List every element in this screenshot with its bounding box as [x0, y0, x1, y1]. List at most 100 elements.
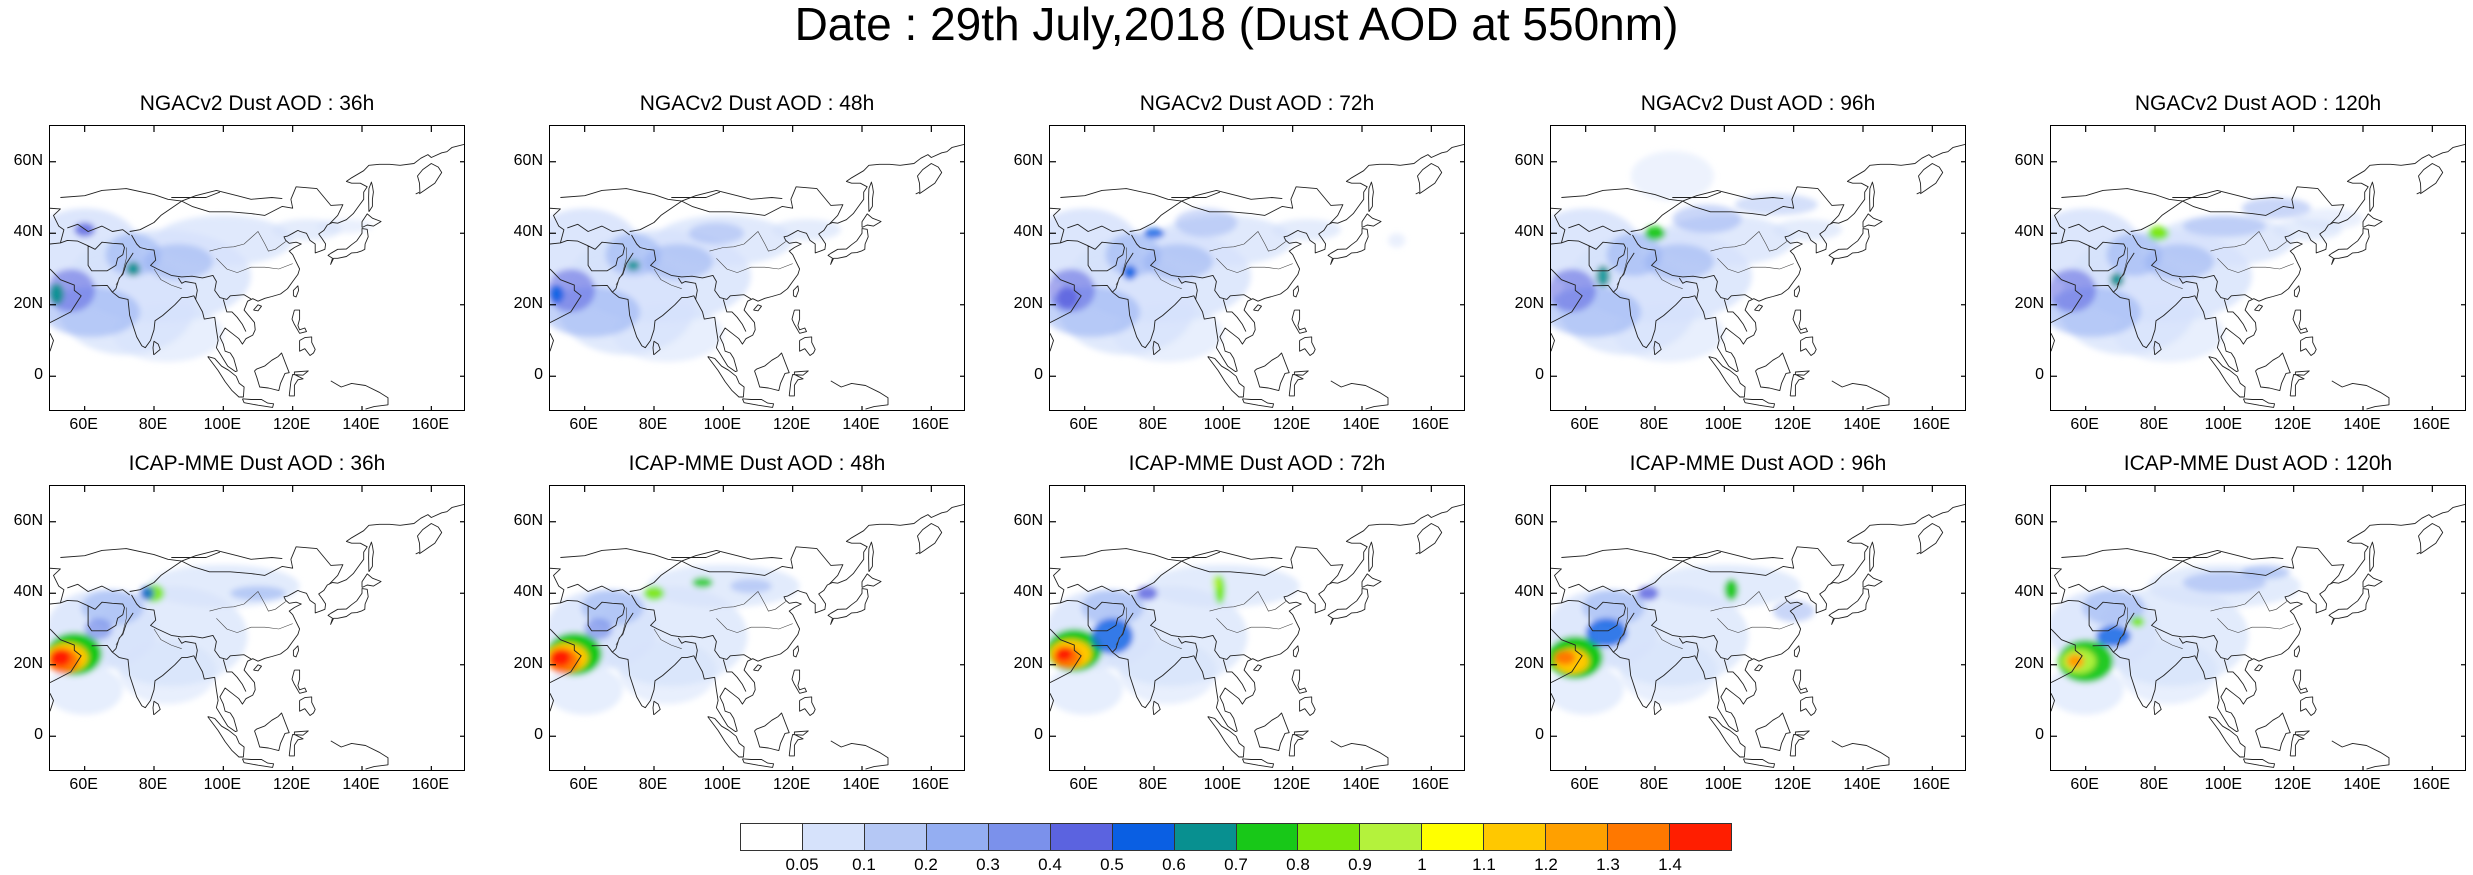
coastline [222, 659, 247, 692]
coastline [631, 234, 752, 300]
colorbar-label: 1.4 [1658, 855, 1682, 874]
coastline [2132, 594, 2253, 660]
coastline [2362, 573, 2383, 588]
coastline [1793, 645, 1801, 658]
river-line [1216, 618, 1293, 633]
coastline [2130, 560, 2183, 592]
dust-aod-field [1143, 227, 1165, 239]
coastline [2292, 309, 2308, 334]
coastline [50, 333, 54, 352]
dust-aod-field [2130, 616, 2145, 628]
lon-tick-label: 100E [1704, 776, 1743, 793]
coastline [550, 207, 565, 244]
coastline [2331, 380, 2390, 410]
colorbar-box [1360, 824, 1423, 850]
coastline [550, 268, 582, 324]
map-svg [1050, 126, 1464, 410]
coastline [741, 398, 775, 408]
coastline [87, 241, 125, 272]
coastline [330, 380, 389, 410]
coastline [241, 758, 275, 768]
coastline [1682, 189, 1784, 202]
river-line [2210, 231, 2287, 252]
river-line [716, 258, 793, 273]
lon-tick-label: 140E [342, 776, 380, 793]
coastline [722, 299, 747, 332]
coastline [1067, 583, 1130, 596]
coastline [2172, 551, 2222, 558]
coastline [254, 712, 290, 752]
lon-tick-label: 120E [772, 776, 811, 793]
coastline [87, 601, 125, 632]
lat-tick-label: 20N [1514, 294, 1544, 312]
coastline [131, 594, 252, 660]
dust-aod-field [692, 577, 713, 588]
lon-tick-label: 160E [2412, 776, 2451, 793]
coastline [1800, 696, 1817, 716]
lon-tick-label: 140E [2343, 416, 2381, 433]
coastline [1361, 573, 1382, 588]
coastline [1708, 716, 1746, 758]
lat-tick-label: 20N [1013, 654, 1043, 672]
coastline [788, 370, 809, 397]
colorbar-box [1546, 824, 1609, 850]
colorbar-label: 1.1 [1472, 855, 1496, 874]
coastline [50, 693, 54, 712]
coastline [1152, 340, 1161, 356]
coastline [915, 163, 943, 195]
river-line [1710, 231, 1787, 252]
coastline [550, 239, 589, 247]
lat-tick-label: 60N [2014, 511, 2044, 529]
coastline [67, 583, 130, 596]
river-line [1710, 591, 1787, 612]
lon-tick-label: 60E [1570, 416, 1599, 433]
lat-tick-label: 60N [513, 151, 543, 169]
coastline [1551, 693, 1555, 712]
panel-title-ngac-96: NGACv2 Dust AOD : 96h [1640, 92, 1876, 115]
coastline [2051, 599, 2090, 607]
coastline [792, 645, 800, 658]
dust-aod-field [1582, 589, 1645, 626]
colorbar [740, 823, 1732, 851]
coastline [567, 223, 630, 236]
coastline [1368, 181, 1374, 213]
lon-tick-label: 60E [569, 776, 598, 793]
coastline [131, 234, 252, 300]
coastline [288, 730, 309, 757]
lat-tick-label: 20N [2014, 294, 2044, 312]
coastline [681, 189, 783, 202]
coastline [1087, 601, 1125, 632]
coastline [799, 696, 816, 716]
river-line [709, 231, 786, 252]
coastline [1253, 304, 1262, 312]
coastline [2153, 340, 2162, 356]
coastline [550, 567, 565, 604]
dust-aod-field [230, 586, 286, 601]
lat-tick-label: 40N [13, 583, 43, 601]
coastline [652, 700, 661, 716]
river-line [1654, 268, 1683, 289]
lat-tick-label: 20N [2014, 654, 2044, 672]
coastline [1129, 200, 1182, 232]
coastline [1708, 356, 1746, 398]
coastline [707, 356, 745, 398]
dust-aod-field [1596, 265, 1610, 287]
coastline [1588, 601, 1626, 632]
river-line [653, 268, 682, 289]
river-line [1717, 618, 1794, 633]
coastline [1828, 588, 1870, 625]
dust-aod-field [1050, 664, 1123, 715]
coastline [171, 551, 221, 558]
lon-tick-label: 100E [1203, 416, 1242, 433]
coastline [707, 716, 745, 758]
colorbar-box [1050, 824, 1113, 850]
dust-aod-field [730, 578, 772, 594]
river-line [2116, 607, 2128, 646]
dust-aod-field [50, 664, 123, 715]
coastline [677, 277, 698, 300]
lon-tick-label: 120E [1272, 416, 1311, 433]
coastline [177, 277, 198, 300]
coastline [1050, 599, 1089, 607]
coastline [722, 659, 747, 692]
colorbar-label: 1 [1417, 855, 1427, 874]
